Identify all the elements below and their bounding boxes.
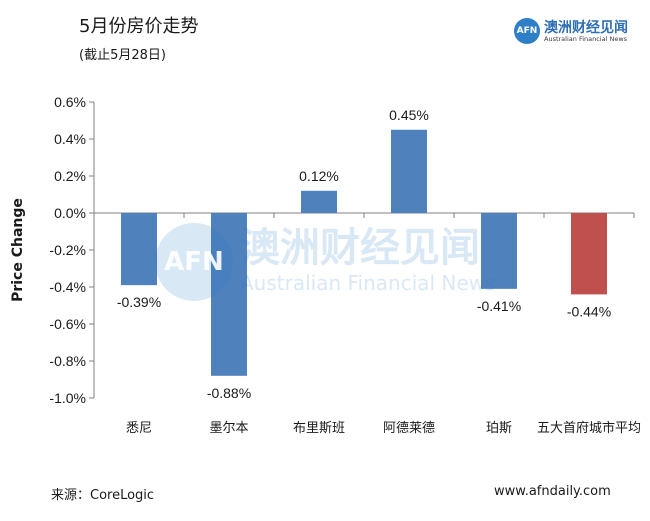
bar <box>391 129 427 213</box>
logo-name-en: Australian Financial News <box>544 35 628 43</box>
x-tick-label: 阿德莱德 <box>383 421 435 436</box>
bar <box>211 213 247 376</box>
y-tick-label: -0.6% <box>49 316 86 332</box>
y-axis-title: Price Change <box>10 198 26 302</box>
website-link: www.afndaily.com <box>494 484 611 499</box>
y-tick-label: -0.8% <box>49 353 86 369</box>
y-tick-label: -0.4% <box>49 279 86 295</box>
chart-subtitle: (截止5月28日) <box>79 48 166 63</box>
x-tick-label: 墨尔本 <box>209 421 248 436</box>
bar <box>301 190 337 213</box>
bar <box>571 213 607 295</box>
data-label: -0.44% <box>567 303 611 319</box>
data-label: 0.45% <box>389 107 429 123</box>
bar <box>481 213 517 289</box>
y-tick-label: 0.0% <box>54 205 86 221</box>
chart-title: 5月份房价走势 <box>79 16 199 37</box>
data-label: -0.39% <box>117 294 161 310</box>
data-label: -0.41% <box>477 298 521 314</box>
source-note: 来源：CoreLogic <box>51 488 155 503</box>
y-tick-label: 0.6% <box>54 94 86 110</box>
y-tick-label: -0.2% <box>49 242 86 258</box>
data-label: 0.12% <box>299 168 339 184</box>
y-tick-label: 0.4% <box>54 131 86 147</box>
x-tick-label: 悉尼 <box>126 421 152 436</box>
x-tick-label: 五大首府城市平均 <box>537 420 641 436</box>
afn-logo-icon: AFN <box>514 18 540 44</box>
logo-name-cn: 澳洲财经见闻 <box>544 20 628 36</box>
x-tick-label: 布里斯班 <box>293 421 345 436</box>
bar <box>121 213 157 286</box>
y-tick-label: -1.0% <box>49 390 86 406</box>
data-label: -0.88% <box>207 385 251 401</box>
x-tick-label: 珀斯 <box>486 421 512 436</box>
y-tick-label: 0.2% <box>54 168 86 184</box>
